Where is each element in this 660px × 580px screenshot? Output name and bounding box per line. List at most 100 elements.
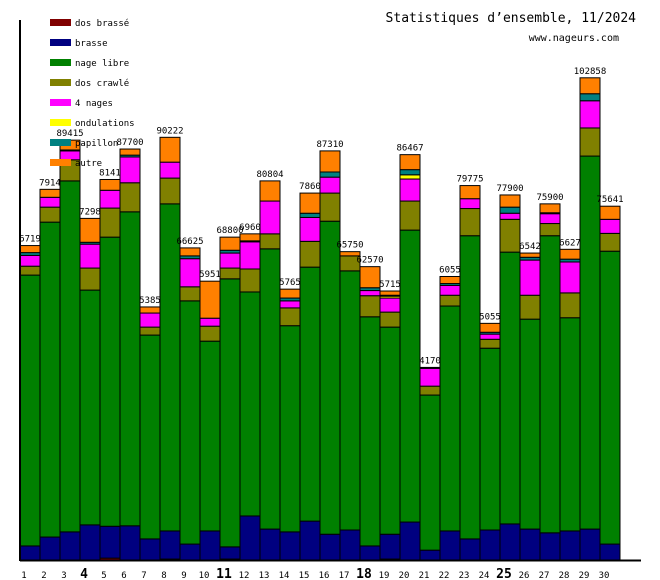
- legend-swatch-nage-libre: [50, 59, 71, 66]
- legend: dos brassé brasse nage libre dos crawlé 4 na…: [50, 18, 135, 169]
- bar-segment-autre-day-25: [499, 194, 521, 208]
- bar-segment-nage-libre-day-13: [259, 248, 281, 530]
- total-label-day-6: 87700: [116, 138, 143, 148]
- bar-segment-4-nages-day-23: [459, 198, 481, 210]
- bar-segment-4-nages-day-5: [99, 189, 121, 209]
- bar-segment-nage-libre-day-28: [559, 317, 581, 532]
- bar-segment-autre-day-23: [459, 185, 481, 200]
- bar-segment-4-nages-day-24: [479, 333, 501, 340]
- bar-segment-nage-libre-day-29: [579, 155, 601, 530]
- bar-segment-autre-day-9: [179, 247, 201, 257]
- legend-label-dos-brassé: dos brassé: [75, 18, 129, 29]
- bar-segment-autre-day-28: [559, 248, 581, 260]
- total-label-day-30: 75641: [596, 195, 623, 205]
- x-tick-label-8: 8: [161, 571, 166, 580]
- bar-segment-4-nages-day-19: [379, 297, 401, 313]
- bar-segment-nage-libre-day-12: [239, 291, 261, 517]
- bar-segment-4-nages-day-29: [579, 100, 601, 129]
- bar-segment-brasse-day-30: [599, 543, 621, 561]
- total-label-day-2: 7914: [39, 178, 61, 188]
- legend-label-4-nages: 4 nages: [75, 99, 113, 109]
- total-label-day-24: 5055: [479, 312, 501, 322]
- total-label-day-27: 75900: [536, 193, 563, 203]
- bar-segment-4-nages-day-15: [299, 216, 321, 242]
- bar-segment-dos-crawlé-day-11: [219, 267, 241, 280]
- legend-swatch-papillon: [50, 139, 71, 146]
- bar-segment-dos-crawlé-day-26: [519, 294, 541, 320]
- legend-swatch-dos-crawlé: [50, 79, 71, 86]
- bar-segment-4-nages-day-12: [239, 241, 261, 270]
- bar-segment-dos-crawlé-day-2: [39, 206, 61, 223]
- bar-segment-dos-crawlé-day-21: [419, 385, 441, 396]
- total-label-day-5: 8141: [99, 168, 121, 178]
- bar-segment-brasse-day-12: [239, 515, 261, 561]
- bar-segment-brasse-day-13: [259, 528, 281, 561]
- total-label-day-9: 66625: [176, 237, 203, 247]
- bar-segment-nage-libre-day-7: [139, 334, 161, 540]
- bars-group: [19, 77, 621, 561]
- bar-segment-nage-libre-day-22: [439, 305, 461, 532]
- bar-segment-papillon-day-20: [399, 169, 421, 176]
- total-label-day-29: 102858: [574, 67, 607, 77]
- x-tick-label-30: 30: [599, 571, 610, 580]
- bar-segment-brasse-day-15: [299, 520, 321, 561]
- bar-segment-nage-libre-day-17: [339, 270, 361, 531]
- bar-segment-4-nages-day-13: [259, 200, 281, 235]
- bar-segment-autre-day-13: [259, 180, 281, 202]
- bar-segment-dos-crawlé-day-25: [499, 218, 521, 253]
- bar-segment-papillon-day-16: [319, 171, 341, 178]
- bar-segment-autre-day-15: [299, 192, 321, 214]
- bar-segment-autre-day-1: [19, 245, 41, 254]
- bar-segment-autre-day-16: [319, 150, 341, 173]
- bar-segment-nage-libre-day-6: [119, 211, 141, 527]
- bar-segment-brasse-day-10: [199, 530, 221, 561]
- x-tick-label-1: 1: [21, 571, 26, 580]
- bar-segment-dos-crawlé-day-30: [599, 232, 621, 252]
- bar-segment-4-nages-day-2: [39, 196, 61, 208]
- legend-label-papillon: papillon: [75, 139, 118, 149]
- bar-segment-nage-libre-day-9: [179, 300, 201, 545]
- bar-segment-4-nages-day-1: [19, 254, 41, 267]
- legend-swatch-ondulations: [50, 119, 71, 126]
- bar-segment-nage-libre-day-24: [479, 347, 501, 531]
- x-tick-label-9: 9: [181, 571, 186, 580]
- legend-swatch-brasse: [50, 39, 71, 46]
- bar-segment-brasse-day-16: [319, 533, 341, 561]
- bar-segment-4-nages-day-16: [319, 176, 341, 194]
- bar-segment-nage-libre-day-3: [59, 180, 81, 533]
- total-label-day-14: 5765: [279, 278, 301, 288]
- total-label-day-23: 79775: [456, 175, 483, 185]
- bar-segment-brasse-day-18: [359, 545, 381, 561]
- bar-segment-dos-crawlé-day-29: [579, 127, 601, 157]
- bar-segment-4-nages-day-25: [499, 212, 521, 220]
- bar-segment-4-nages-day-11: [219, 252, 241, 269]
- x-tick-label-22: 22: [439, 571, 450, 580]
- x-tick-label-14: 14: [279, 571, 290, 580]
- bar-segment-nage-libre-day-30: [599, 250, 621, 545]
- total-label-day-26: 6542: [519, 242, 541, 252]
- bar-segment-autre-day-22: [439, 275, 461, 285]
- x-tick-labels-group: 1 2 3 4 5 6 7 8 9 10 11 12 13 14 15 16 17 18 19 20 21 22 23 24 2…: [21, 567, 609, 580]
- total-label-day-16: 87310: [316, 140, 343, 150]
- bar-segment-autre-day-19: [379, 290, 401, 296]
- bar-segment-brasse-day-3: [59, 531, 81, 561]
- bar-segment-4-nages-day-10: [199, 317, 221, 327]
- bar-segment-nage-libre-day-21: [419, 394, 441, 551]
- bar-segment-4-nages-day-4: [79, 243, 101, 269]
- x-tick-label-27: 27: [539, 571, 550, 580]
- bar-segment-dos-crawlé-day-16: [319, 192, 341, 222]
- x-tick-label-23: 23: [459, 571, 470, 580]
- bar-segment-brasse-day-11: [219, 546, 241, 560]
- x-tick-label-16: 16: [319, 571, 330, 580]
- x-tick-label-11: 11: [216, 567, 232, 580]
- bar-segment-autre-day-6: [119, 148, 141, 156]
- total-label-day-20: 86467: [396, 144, 423, 154]
- bar-segment-dos-crawlé-day-19: [379, 311, 401, 328]
- x-tick-label-12: 12: [239, 571, 250, 580]
- bar-segment-brasse-day-24: [479, 529, 501, 561]
- bar-segment-brasse-day-1: [19, 545, 41, 561]
- x-tick-label-18: 18: [356, 567, 372, 580]
- bar-segment-brasse-day-4: [79, 524, 101, 561]
- bar-segment-dos-crawlé-day-7: [139, 326, 161, 336]
- bar-segment-brasse-day-25: [499, 523, 521, 561]
